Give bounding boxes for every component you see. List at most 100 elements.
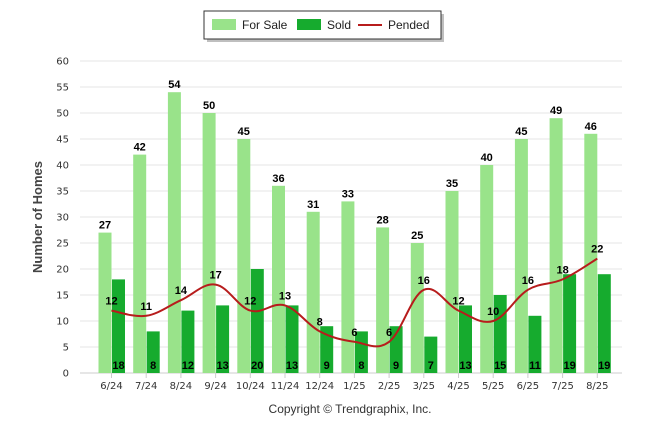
legend-swatch-sold [297, 19, 321, 30]
y-axis-title: Number of Homes [30, 161, 45, 273]
x-tick-label: 1/25 [343, 381, 365, 392]
x-tick-label: 10/24 [236, 381, 265, 392]
y-tick-label: 20 [56, 265, 69, 276]
y-tick-label: 30 [56, 213, 69, 224]
y-tick-label: 5 [63, 343, 69, 354]
bar-for-sale [133, 154, 147, 373]
label-for-sale: 35 [446, 178, 458, 190]
bar-for-sale [514, 139, 528, 373]
bar-sold [216, 305, 230, 373]
x-tick-label: 12/24 [305, 381, 334, 392]
label-sold: 11 [529, 360, 541, 372]
bar-for-sale [480, 165, 494, 373]
label-sold: 13 [459, 360, 471, 372]
bar-for-sale [584, 133, 598, 373]
bar-for-sale [272, 185, 285, 373]
label-sold: 19 [598, 360, 610, 372]
x-tick-label: 5/25 [482, 381, 504, 392]
x-tick-label: 6/25 [517, 381, 539, 392]
bar-for-sale [202, 113, 216, 373]
label-sold: 13 [216, 360, 228, 372]
y-tick-label: 0 [63, 369, 69, 380]
bar-for-sale [445, 191, 459, 373]
label-pended: 12 [452, 296, 464, 308]
bars [98, 92, 611, 373]
label-sold: 7 [428, 360, 434, 372]
label-for-sale: 25 [411, 230, 423, 242]
label-pended: 11 [140, 301, 152, 313]
label-pended: 12 [105, 296, 117, 308]
bar-sold [320, 326, 334, 373]
y-tick-label: 40 [56, 161, 69, 172]
label-pended: 16 [418, 275, 430, 287]
label-for-sale: 31 [307, 199, 319, 211]
label-pended: 10 [487, 306, 499, 318]
label-sold: 8 [150, 360, 156, 372]
bar-for-sale [167, 92, 181, 373]
y-tick-label: 10 [56, 317, 69, 328]
label-for-sale: 40 [481, 152, 493, 164]
label-pended: 13 [279, 290, 291, 302]
bar-sold [459, 305, 472, 373]
label-pended: 6 [351, 327, 357, 339]
legend-label-for-sale: For Sale [242, 18, 288, 32]
label-pended: 8 [317, 316, 323, 328]
label-for-sale: 46 [585, 121, 597, 133]
label-for-sale: 42 [134, 142, 146, 154]
bar-sold [250, 269, 264, 373]
label-for-sale: 36 [272, 173, 284, 185]
label-sold: 20 [251, 360, 263, 372]
bar-sold [181, 310, 195, 373]
legend-label-pended: Pended [388, 18, 429, 32]
bar-for-sale [341, 201, 355, 373]
label-pended: 6 [386, 327, 392, 339]
label-sold: 9 [393, 360, 399, 372]
label-pended: 14 [175, 285, 188, 297]
label-pended: 16 [522, 275, 534, 287]
legend-swatch-for-sale [212, 19, 236, 30]
label-sold: 19 [563, 360, 575, 372]
y-tick-label: 50 [56, 109, 69, 120]
x-tick-label: 8/25 [586, 381, 608, 392]
bar-for-sale [98, 232, 112, 373]
label-sold: 18 [112, 360, 124, 372]
label-pended: 12 [244, 296, 256, 308]
label-pended: 18 [556, 264, 568, 276]
x-tick-label: 3/25 [413, 381, 435, 392]
bar-for-sale [306, 211, 320, 373]
x-axis-ticks: 6/24 7/24 8/24 9/24 10/24 11/24 12/24 1/25 2/25 3… [100, 373, 609, 392]
x-tick-label: 2/25 [378, 381, 400, 392]
bar-sold [146, 331, 160, 373]
label-sold: 15 [494, 360, 506, 372]
legend: For Sale Sold Pended [203, 10, 444, 42]
x-tick-label: 4/25 [447, 381, 469, 392]
y-tick-label: 15 [56, 291, 69, 302]
bar-sold [112, 279, 125, 373]
label-sold: 9 [324, 360, 330, 372]
x-tick-label: 11/24 [271, 381, 300, 392]
x-tick-label: 9/24 [204, 381, 226, 392]
bar-sold [285, 305, 299, 373]
label-sold: 13 [286, 360, 298, 372]
pended-line [111, 257, 598, 348]
y-tick-label: 55 [56, 83, 69, 94]
label-for-sale: 45 [515, 126, 527, 138]
y-axis-ticks: 0 5 10 15 20 25 30 35 40 45 50 55 60 [56, 57, 69, 380]
label-for-sale: 27 [99, 220, 111, 232]
y-tick-label: 45 [56, 135, 69, 146]
bar-sold [528, 315, 542, 373]
label-for-sale: 54 [168, 79, 181, 91]
bar-for-sale [410, 243, 424, 373]
bar-for-sale [237, 139, 251, 373]
pended-line-layer [111, 257, 598, 348]
bar-sold [424, 336, 438, 373]
x-tick-label: 7/25 [551, 381, 573, 392]
bar-sold [597, 274, 611, 373]
copyright-text: Copyright © Trendgraphix, Inc. [269, 402, 432, 416]
label-for-sale: 28 [376, 214, 388, 226]
y-tick-label: 25 [56, 239, 69, 250]
y-tick-label: 60 [56, 57, 69, 68]
label-for-sale: 49 [550, 105, 562, 117]
legend-label-sold: Sold [327, 18, 351, 32]
